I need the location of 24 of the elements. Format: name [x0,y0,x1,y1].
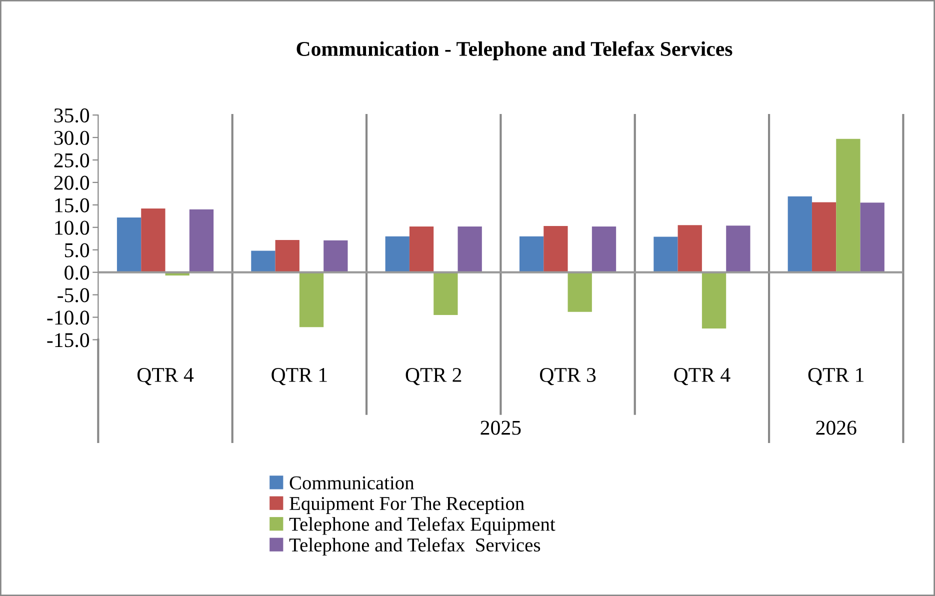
x-tick-label: QTR 1 [272,368,327,386]
legend-label: Telephone and Telefax Equipment [289,516,556,535]
y-tick-label: 15.0 [55,198,90,212]
legend-label: Communication [290,476,414,490]
x-tick-label: QTR 3 [540,368,596,386]
y-tick-label: -10.0 [47,310,90,325]
y-tick-label: 0.0 [64,266,90,280]
y-tick-label: 35.0 [54,108,90,123]
y-tick-label: -15.0 [47,333,90,348]
x-tick-label: QTR 4 [137,368,194,386]
x-tick-label: QTR 2 [406,368,462,386]
legend-label: Telephone and Telefax Services [289,538,540,556]
text: 2025 [480,420,521,435]
x-tick-label: QTR 1 [808,368,864,386]
y-tick-label: -5.0 [58,288,90,302]
y-tick-label: 5.0 [65,243,90,258]
y-tick-label: 25.0 [54,153,90,168]
chart-title: Communication - Telephone and Telefax Services [296,41,732,60]
y-tick-label: 10.0 [55,220,90,235]
y-tick-label: 20.0 [54,176,90,190]
legend-label: Equipment For The Reception [290,496,524,514]
x-tick-label: QTR 4 [674,368,730,386]
text: 2026 [816,420,856,435]
y-tick-label: 30.0 [54,130,90,146]
